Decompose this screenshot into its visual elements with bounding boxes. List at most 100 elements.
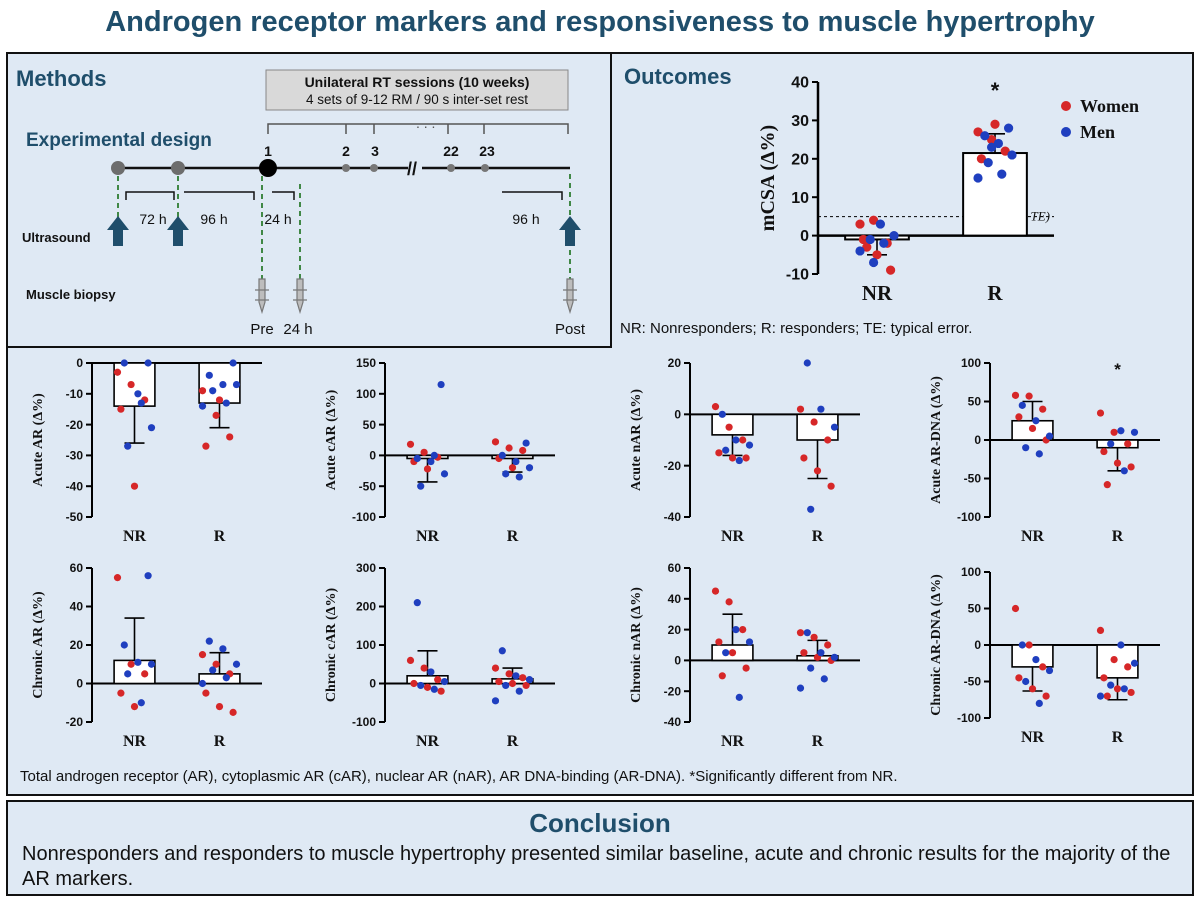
chronic_nar-point-women: [718, 672, 726, 680]
chronic_nar-point-men: [817, 649, 825, 657]
chronic_ar_dna-point-women: [1039, 663, 1047, 671]
acute_ar_dna-point-men: [1032, 417, 1040, 425]
chronic_car-point-men: [417, 681, 425, 690]
rt-sessions-title: Unilateral RT sessions (10 weeks): [305, 74, 530, 90]
session-label: 3: [371, 143, 379, 159]
mcsa-point-women: [872, 250, 882, 260]
chronic_ar-y-tick-label: 40: [70, 600, 84, 614]
session-22-dot: [447, 164, 455, 172]
chronic_ar-y-label: Chronic AR (Δ%): [31, 591, 46, 699]
acute_car-point-men: [437, 380, 445, 389]
chronic_car-point-women: [508, 679, 517, 688]
chronic_car-point-women: [522, 681, 530, 690]
acute_ar_dna-y-tick-label: 50: [968, 395, 982, 409]
acute_car-point-men: [522, 439, 530, 447]
acute_car-point-men: [498, 451, 506, 459]
acute_nar-x-tick-label: NR: [721, 528, 745, 545]
acute_ar-point-men: [124, 442, 132, 450]
session-label: 1: [264, 143, 272, 159]
acute_nar-point-men: [830, 423, 839, 431]
figure-title: Androgen receptor markers and responsive…: [105, 6, 1095, 38]
acute_ar-point-women: [215, 396, 224, 404]
mcsa-y-tick-label: 30: [791, 113, 809, 130]
chronic_car-point-men: [498, 647, 506, 655]
acute_car-point-men: [515, 473, 523, 481]
acute_ar-point-women: [202, 442, 210, 450]
mcsa-y-label: mCSA (Δ%): [757, 125, 779, 231]
chronic_ar_dna-y-tick-label: -50: [964, 675, 982, 689]
mcsa-point-women: [869, 215, 879, 225]
chronic_car-point-men: [427, 668, 435, 676]
acute_car-point-men: [512, 457, 520, 466]
chronic_nar-point-women: [715, 638, 723, 646]
biopsy-time-pre: Pre: [250, 321, 273, 338]
acute_nar-point-men: [732, 436, 740, 444]
acute_nar-point-men: [745, 441, 754, 449]
muscle-biopsy-label: Muscle biopsy: [26, 287, 116, 302]
chronic_ar-point-women: [130, 703, 139, 711]
chronic_ar_dna-point-men: [1018, 641, 1026, 649]
acute_car-point-women: [519, 446, 527, 455]
acute_ar-point-women: [226, 433, 234, 441]
chronic_ar_dna-y-tick-label: 50: [968, 602, 982, 616]
acute_car-point-men: [525, 464, 534, 472]
acute_ar_dna-point-women: [1103, 481, 1111, 489]
chronic_ar-point-women: [113, 574, 122, 582]
legend-women-label: Women: [1080, 96, 1139, 116]
acute_nar-y-tick-label: 0: [674, 408, 681, 422]
chronic_ar-point-men: [209, 666, 217, 674]
acute_ar-x-tick-label: R: [214, 528, 226, 545]
biopsy-time-post: Post: [555, 321, 586, 338]
rt-sessions-protocol: 4 sets of 9-12 RM / 90 s inter-set rest: [306, 92, 528, 107]
outcomes-note: NR: Nonresponders; R: responders; TE: ty…: [620, 320, 973, 337]
chronic_nar-point-women: [725, 598, 733, 606]
chronic_car-point-women: [434, 676, 442, 684]
chronic_ar_dna-point-women: [1103, 692, 1111, 700]
chronic_ar-point-women: [229, 708, 237, 716]
mcsa-y-tick-label: 40: [791, 75, 809, 92]
chronic_car-point-women: [423, 683, 432, 691]
chronic_ar-point-women: [198, 651, 207, 659]
acute_car-x-tick-label: NR: [416, 528, 440, 545]
mcsa-point-men: [889, 231, 899, 241]
acute_ar_dna-bar-R: [1096, 439, 1139, 449]
acute_nar-y-tick-label: -20: [664, 459, 682, 473]
mcsa-bar-NR: [844, 234, 910, 241]
mcsa-point-men: [879, 238, 889, 248]
chronic_nar-y-tick-label: -20: [664, 684, 682, 698]
mcsa-point-men: [980, 131, 990, 141]
acute_ar_dna-y-tick-label: 100: [961, 356, 981, 370]
chronic_ar-x-tick-label: NR: [123, 733, 147, 750]
acute_ar_dna-point-women: [1096, 409, 1105, 417]
acute_ar-point-women: [198, 387, 207, 395]
chronic_car-point-women: [491, 664, 500, 672]
chronic_ar_dna-y-label: Chronic AR-DNA (Δ%): [929, 574, 944, 716]
chronic_ar-point-men: [124, 670, 132, 678]
chronic_ar_dna-y-tick-label: -100: [957, 711, 981, 725]
chronic_ar-point-women: [202, 689, 210, 697]
acute_car-point-men: [430, 451, 438, 459]
interval-96h-post: 96 h: [512, 211, 539, 227]
chronic_ar-point-women: [212, 660, 220, 668]
outcomes-heading: Outcomes: [624, 64, 732, 89]
acute_nar-point-women: [813, 467, 822, 475]
legend-women-marker: [1061, 101, 1071, 111]
acute_ar-point-men: [134, 390, 142, 398]
chronic_nar-y-tick-label: 60: [668, 561, 682, 575]
mcsa-point-men: [987, 142, 997, 152]
chronic_ar-point-men: [147, 660, 156, 668]
chronic_ar_dna-point-men: [1035, 699, 1043, 708]
chronic_car-point-men: [502, 681, 510, 690]
acute_nar-bar-NR: [711, 413, 754, 436]
mcsa-point-men: [993, 138, 1004, 149]
chronic_nar-point-men: [830, 653, 839, 661]
acute_ar_dna-point-men: [1018, 401, 1026, 409]
session-label: 2: [342, 143, 350, 159]
chronic_nar-point-women: [711, 587, 720, 595]
chronic_car-point-men: [515, 687, 523, 695]
acute_nar-point-women: [810, 418, 818, 426]
acute_ar_dna-point-men: [1107, 440, 1115, 448]
acute_nar-point-women: [711, 403, 720, 411]
chronic_ar_dna-point-women: [1113, 685, 1122, 693]
acute_car-y-tick-label: 150: [356, 356, 376, 370]
